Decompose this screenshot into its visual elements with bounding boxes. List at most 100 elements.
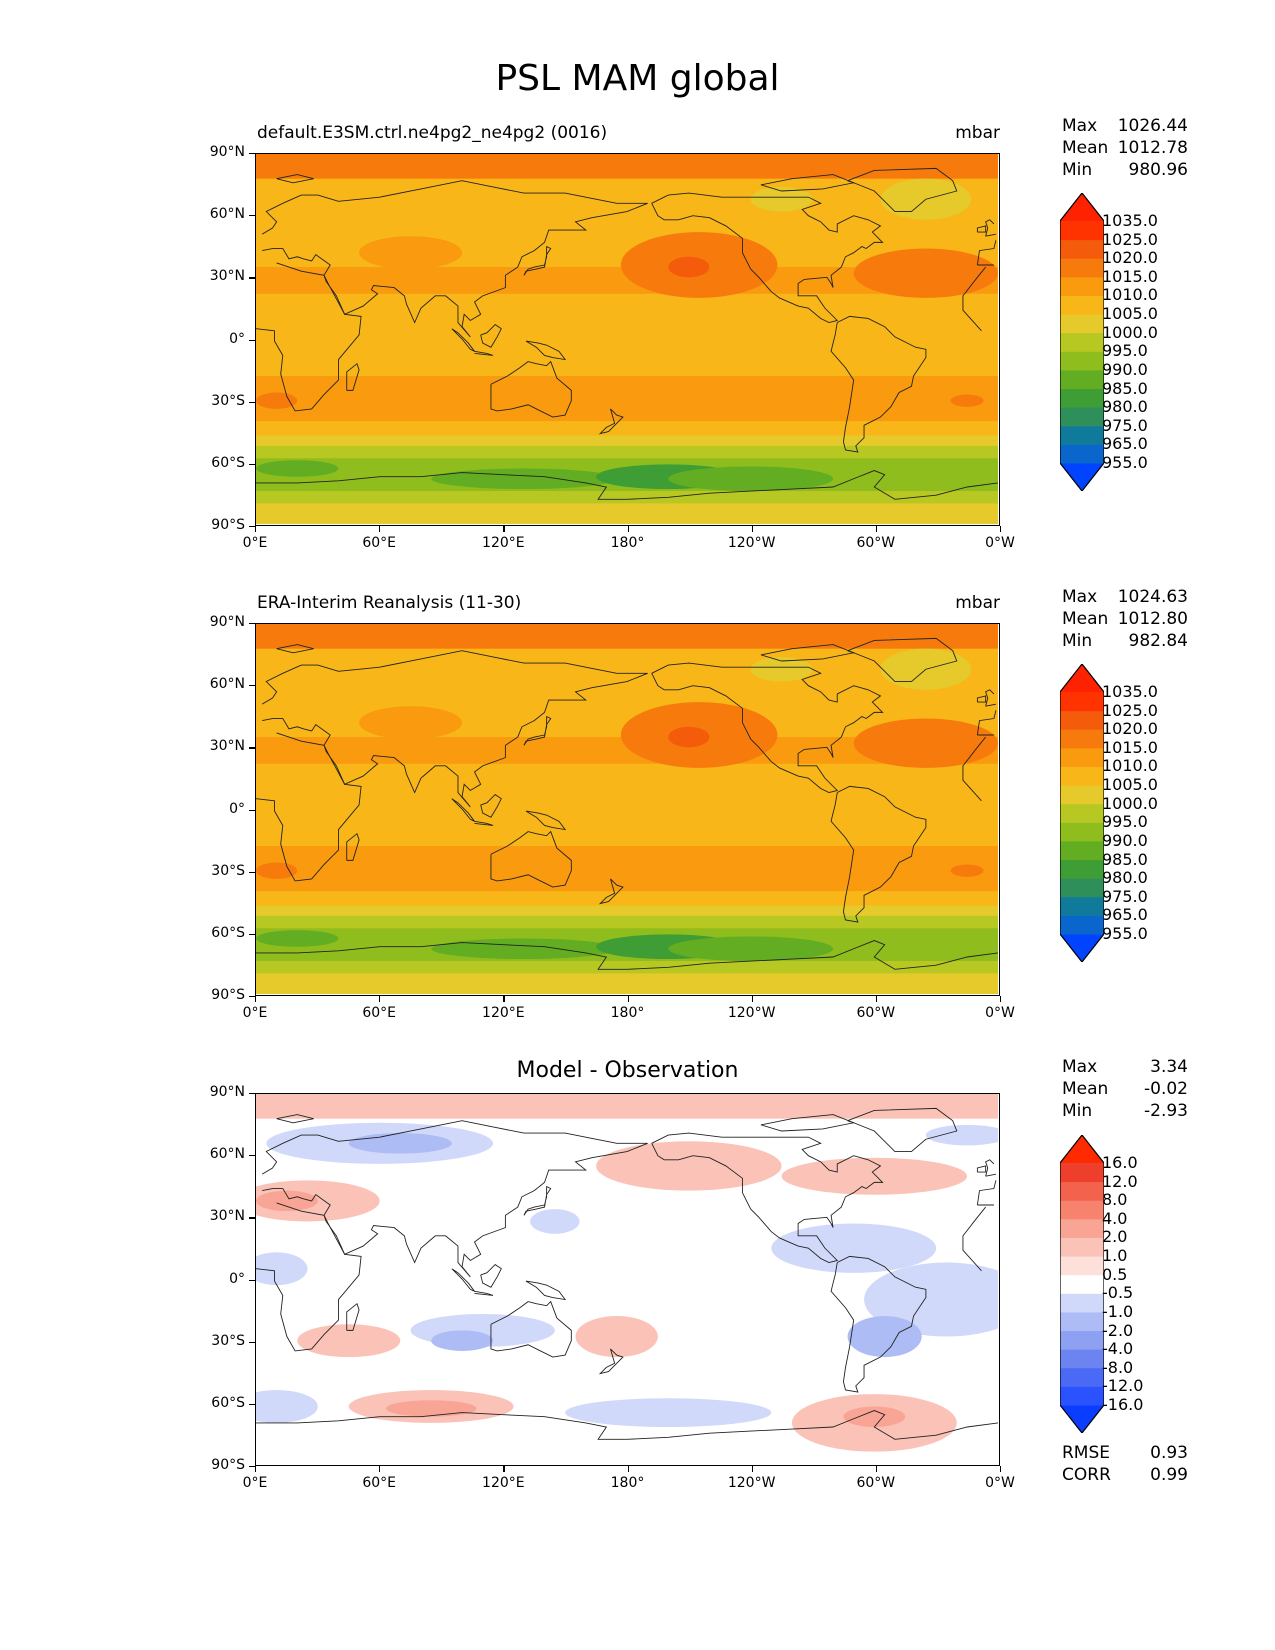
colorbar-segment (1060, 710, 1104, 730)
y-tick (249, 1341, 255, 1343)
coastline-segment (962, 266, 986, 332)
coastline-segment (256, 1410, 998, 1440)
coastline-segment (525, 340, 567, 361)
anomaly-positive (781, 1157, 968, 1195)
colorbar-graphic (1059, 1134, 1105, 1434)
field-band (256, 905, 998, 916)
y-tick (249, 1217, 255, 1219)
panel-2-min-label: Min (1062, 631, 1093, 651)
anomaly-positive (297, 1324, 401, 1358)
colorbar-segment (1060, 425, 1104, 445)
colorbar-segment (1060, 221, 1104, 241)
colorbar-segment (1060, 747, 1104, 767)
coastline-segment (256, 940, 998, 970)
y-tick-label: 90°N (209, 614, 245, 630)
colorbar-segment (1060, 295, 1104, 315)
x-tick-label: 0°E (242, 535, 268, 551)
x-tick-label: 60°W (856, 1005, 896, 1021)
colorbar-graphic (1059, 663, 1105, 963)
colorbar-label: 975.0 (1102, 415, 1148, 435)
coastline-segment (985, 1173, 996, 1177)
colorbar-label: 1000.0 (1102, 322, 1158, 342)
anomaly-negative (530, 1209, 580, 1234)
field-low (668, 936, 834, 962)
colorbar-label: 2.0 (1102, 1227, 1128, 1247)
coastlines (256, 1107, 998, 1440)
field-band (256, 503, 998, 524)
y-tick (249, 215, 255, 217)
field-high (853, 248, 998, 298)
panel-1-min-value: 980.96 (1128, 160, 1188, 180)
coastline-segment (976, 710, 997, 736)
colorbar-label: 990.0 (1102, 359, 1148, 379)
y-tick-label: 90°S (211, 987, 245, 1003)
coastline-segment (261, 180, 648, 338)
y-tick-label: 90°S (211, 1457, 245, 1473)
panel-2-colorbar: 1035.0 1025.0 1020.0 1015.0 1010.0 1005.0 1000… (1059, 663, 1158, 963)
colorbar-segment (1060, 1349, 1104, 1369)
coastline-segment (276, 1114, 314, 1124)
x-tick (627, 996, 629, 1002)
field-band (256, 435, 998, 446)
colorbar-label: 980.0 (1102, 397, 1148, 417)
x-tick (379, 1466, 381, 1472)
y-tick-label: 60°S (211, 454, 245, 471)
colorbar-segment (1060, 729, 1104, 749)
coastline-segment (985, 233, 996, 237)
colorbar-label: 980.0 (1102, 868, 1148, 888)
field-band (256, 846, 998, 892)
field-low (431, 938, 617, 960)
x-tick (255, 996, 257, 1002)
field-high (256, 862, 298, 879)
coastline-segment (976, 1165, 987, 1173)
y-tick-label: 60°N (209, 1146, 245, 1163)
y-tick (249, 1403, 255, 1406)
colorbar-label: 12.0 (1102, 1171, 1138, 1191)
anomaly-positive (575, 1316, 658, 1358)
panel-2-max-label: Max (1062, 587, 1098, 607)
coastline-segment (985, 1159, 995, 1177)
x-tick (503, 526, 505, 532)
colorbar-segment (1060, 1367, 1104, 1387)
x-tick (875, 996, 878, 1002)
panel-1-min-label: Min (1062, 160, 1093, 180)
colorbar-segment (1060, 314, 1104, 334)
colorbar-label: 985.0 (1102, 849, 1148, 869)
field-high (359, 236, 463, 270)
y-tick-label: 30°S (211, 392, 245, 409)
y-tick-label: 0° (229, 1270, 245, 1287)
coastline-segment (830, 1255, 927, 1393)
field-high (389, 154, 514, 167)
colorbar-extend-high (1060, 193, 1104, 221)
coastline-segment (276, 174, 314, 184)
colorbar-segment (1060, 1330, 1104, 1350)
coastlines (256, 637, 998, 970)
y-tick-label: 60°N (209, 676, 245, 693)
panel-3-mean-label: Mean (1062, 1079, 1109, 1099)
colorbar-segment (1060, 1218, 1104, 1238)
anomaly-negative (256, 1390, 318, 1423)
panel-1-colorbar: 1035.0 1025.0 1020.0 1015.0 1010.0 1005.0 1000… (1059, 192, 1158, 492)
y-tick (249, 277, 255, 279)
x-tick (503, 996, 505, 1002)
panel-1-mean-label: Mean (1062, 138, 1109, 158)
colorbar-segment (1060, 388, 1104, 408)
colorbar-label: 1035.0 (1102, 211, 1158, 230)
panel-2-mean-label: Mean (1062, 609, 1109, 629)
x-tick-label: 0°E (242, 1475, 268, 1491)
coastline-segment (598, 1348, 624, 1375)
field-band (256, 891, 998, 906)
colorbar-label: -12.0 (1102, 1376, 1144, 1396)
coastline-segment (598, 878, 624, 905)
anomaly-positive (596, 1141, 782, 1191)
x-tick-label: 60°E (362, 1005, 396, 1021)
coastline-segment (276, 644, 314, 654)
x-tick (627, 1466, 629, 1472)
coastline-segment (256, 262, 362, 412)
field-band (256, 1094, 998, 1119)
panel-2-min-value: 982.84 (1128, 631, 1188, 651)
panel-3-map (255, 1093, 1000, 1466)
colorbar-graphic (1059, 192, 1105, 492)
panel-2-units: mbar (955, 593, 1000, 613)
coastline-segment (985, 689, 995, 707)
